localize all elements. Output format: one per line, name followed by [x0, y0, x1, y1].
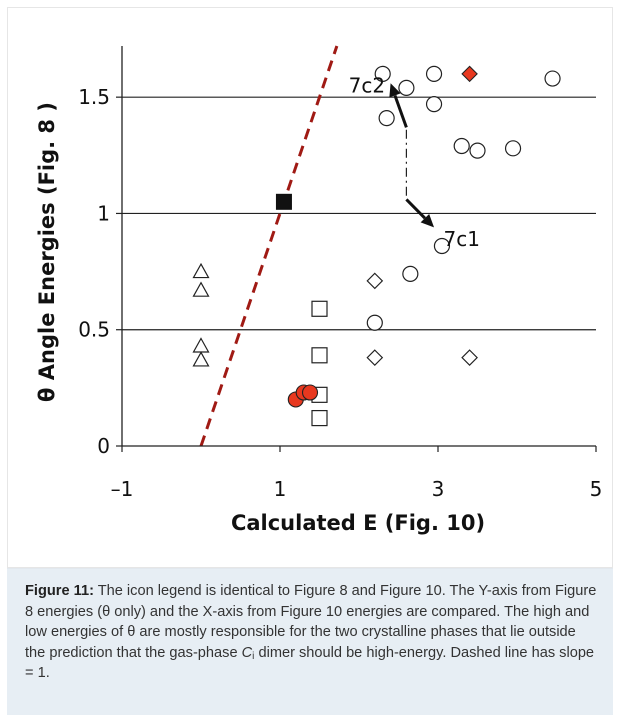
data-point-circle: [453, 137, 470, 155]
y-tick-label: 0.5: [78, 318, 110, 342]
caption-label: Figure 11:: [25, 583, 94, 599]
data-point-black-square: [275, 193, 292, 210]
caption-text: The icon legend is identical to Figure 8…: [25, 583, 597, 661]
x-tick-label: 3: [432, 477, 445, 501]
data-point-circle: [425, 65, 443, 83]
data-point-circle: [469, 142, 486, 159]
annotation-arrowhead: [389, 83, 401, 98]
caption-text-end: dimer should be high-energy. Dashed line…: [25, 644, 595, 682]
data-point-triangle: [192, 351, 210, 367]
data-point-circle: [374, 65, 391, 83]
y-tick-label: 1.5: [78, 85, 110, 109]
data-point-circle: [402, 265, 419, 283]
data-point-triangle: [192, 262, 210, 279]
data-point-square: [311, 300, 328, 317]
caption-symbol: C: [241, 644, 253, 661]
data-point-diamond: [461, 349, 478, 366]
x-tick-label: –1: [111, 477, 134, 501]
x-tick-label: 1: [274, 477, 287, 501]
annotation-label: 7c2: [349, 74, 385, 98]
scatter-chart: 7c2 7c1 0 0.5 1 1.5 –1 1 3 5 Calculated E (Fig. …: [7, 7, 613, 568]
x-tick-label: 5: [590, 477, 603, 501]
data-point-square: [311, 409, 328, 427]
data-point-circle: [425, 96, 443, 113]
caption-subscript: i: [252, 650, 255, 662]
data-point-circle: [366, 314, 383, 331]
data-point-red-circle: [301, 384, 319, 401]
annotation-arrowhead: [420, 213, 435, 228]
data-point-circle: [544, 70, 561, 87]
x-axis-label: Calculated E (Fig. 10): [231, 511, 485, 535]
y-axis-label: θ Angle Energies (Fig. 8 ): [35, 102, 59, 402]
data-point-square: [311, 347, 328, 364]
slope-line: [199, 45, 339, 447]
chart-panel: 7c2 7c1 0 0.5 1 1.5 –1 1 3 5 Calculated E (Fig. …: [7, 7, 613, 568]
data-point-circle: [378, 109, 395, 127]
data-point-diamond: [366, 272, 384, 290]
data-point-circle: [433, 237, 451, 255]
data-point-diamond: [366, 349, 384, 366]
annotation-label: 7c1: [443, 227, 479, 251]
data-point-circle: [504, 140, 522, 157]
y-tick-label: 1: [97, 201, 110, 225]
data-point-circle: [398, 79, 415, 96]
annotation-arrow-shaft: [405, 198, 426, 220]
data-point-triangle: [192, 281, 210, 297]
data-point-red-diamond: [461, 65, 478, 83]
annotation-arrow-shaft: [393, 94, 408, 128]
y-tick-label: 0: [97, 434, 110, 458]
figure-caption: Figure 11: The icon legend is identical …: [7, 568, 613, 715]
